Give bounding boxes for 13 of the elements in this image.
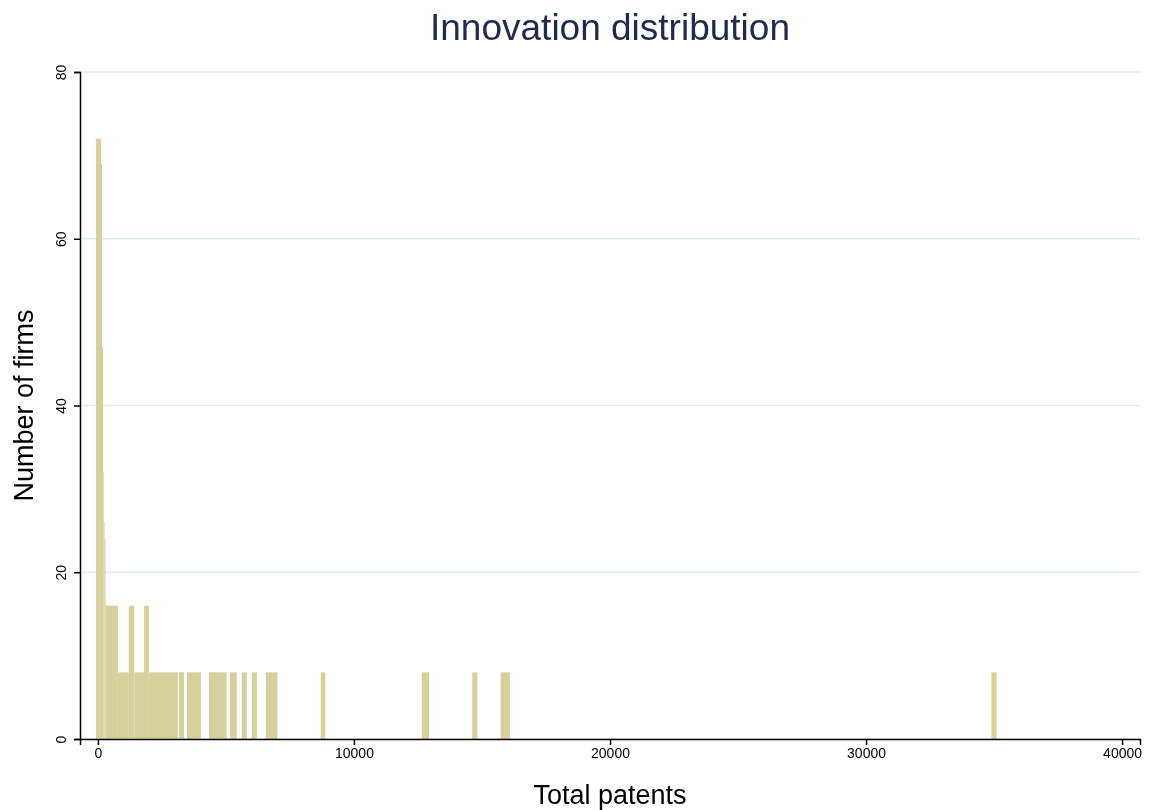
x-tick-label: 10000 <box>334 744 375 761</box>
y-axis-title: Number of firms <box>9 309 39 502</box>
y-tick-label: 20 <box>53 564 69 581</box>
x-tick-label: 0 <box>94 744 103 761</box>
y-tick-label: 40 <box>53 398 69 414</box>
x-tick-label: 30000 <box>847 744 887 761</box>
y-tick-label: 80 <box>53 64 69 81</box>
x-axis-title: Total patents <box>533 780 687 810</box>
chart-title: Innovation distribution <box>430 7 790 48</box>
x-tick-label: 40000 <box>1103 744 1143 761</box>
y-tick-label: 0 <box>53 735 69 744</box>
y-tick-label: 60 <box>53 231 69 248</box>
x-tick-label: 20000 <box>591 744 631 761</box>
